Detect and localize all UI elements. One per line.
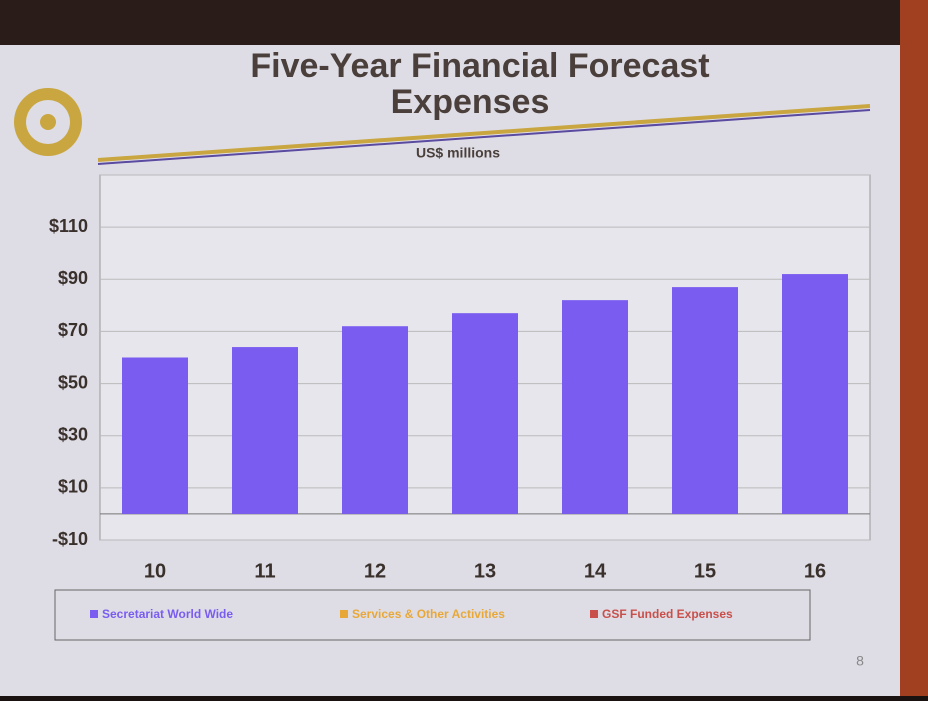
bar (672, 287, 738, 514)
legend-swatch (90, 610, 98, 618)
chart-subtitle: Expenses (391, 83, 550, 121)
legend-label: GSF Funded Expenses (602, 607, 733, 621)
curtain (900, 0, 928, 696)
legend-label: Services & Other Activities (352, 607, 505, 621)
bar (452, 313, 518, 514)
legend-box (54, 589, 811, 641)
bar (562, 300, 628, 514)
logo (14, 88, 82, 156)
y-tick-label: $10 (58, 477, 88, 497)
bar (122, 357, 188, 514)
bar (342, 326, 408, 514)
x-tick-label: 14 (584, 560, 607, 582)
y-axis-title: US$ millions (416, 145, 500, 161)
legend-swatch (590, 610, 598, 618)
bar (782, 274, 848, 514)
page-number: 8 (856, 653, 864, 669)
legend-label: Secretariat World Wide (102, 607, 233, 621)
x-tick-label: 12 (364, 560, 386, 582)
bar (232, 347, 298, 514)
x-tick-label: 15 (694, 560, 716, 582)
logo-hub (40, 114, 56, 130)
title-rule (97, 104, 871, 162)
y-tick-label: -$10 (52, 529, 88, 549)
x-tick-label: 11 (254, 560, 275, 582)
y-tick-label: $30 (58, 424, 88, 444)
y-tick-label: $50 (58, 372, 88, 392)
y-tick-label: $90 (58, 268, 88, 288)
y-tick-label: $110 (49, 216, 88, 236)
x-tick-label: 10 (144, 560, 166, 582)
chart-title: Five-Year Financial Forecast (250, 47, 709, 85)
legend-swatch (340, 610, 348, 618)
title-rule-shadow (97, 109, 871, 165)
y-tick-label: $70 (58, 320, 88, 340)
x-tick-label: 16 (804, 560, 826, 582)
x-tick-label: 13 (474, 560, 496, 582)
